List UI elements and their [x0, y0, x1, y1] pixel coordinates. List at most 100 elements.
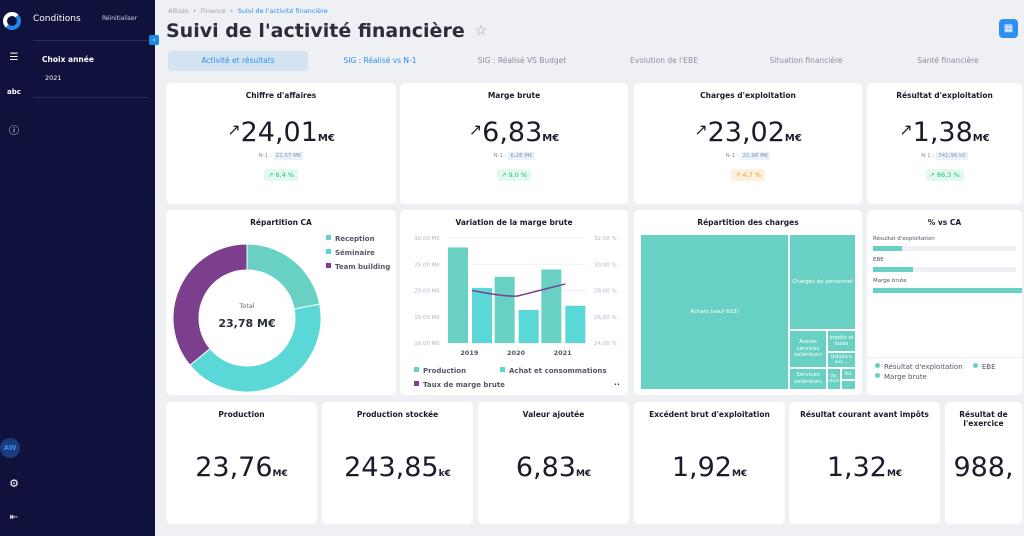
gear-icon[interactable]: ⚙: [9, 477, 19, 490]
tab-sante[interactable]: Santé financière: [917, 56, 979, 65]
year-filter-value[interactable]: 2021: [45, 74, 62, 82]
kpi-title: Chiffre d'affaires: [245, 91, 317, 100]
tab-sig-budget[interactable]: SIG : Réalisé VS Budget: [477, 56, 567, 65]
line-taux-marge[interactable]: [471, 283, 566, 297]
legend-achat[interactable]: Achat et consommations: [500, 367, 607, 375]
filter-icon[interactable]: ☰: [9, 52, 19, 63]
pct-bar-track: [873, 246, 1016, 251]
pct-bar-label: Résultat d'exploitation: [873, 236, 935, 242]
donut-chart: [172, 243, 322, 393]
bar-achat[interactable]: [472, 287, 492, 343]
reset-button[interactable]: Réinitialiser: [102, 15, 138, 22]
collapse-panel-button[interactable]: ‹: [149, 35, 159, 45]
y-tick-label: 10,00 M€: [414, 341, 440, 347]
repartition-ca-card: Répartition CA Total 23,78 M€ Reception S…: [166, 210, 396, 395]
y-tick-label: 15,00 M€: [414, 315, 440, 321]
breadcrumb-current: Suivi de l'activité financière: [237, 7, 328, 15]
bar-production[interactable]: [541, 269, 562, 344]
kpi-card: Charges d'exploitation ↗23,02M€ N-1 : 21…: [634, 83, 862, 204]
pct-bar-label: Marge brute: [873, 278, 907, 284]
y2-tick-label: 26,00 %: [594, 315, 617, 321]
bar-production[interactable]: [448, 247, 468, 343]
kpi-card: Marge brute ↗6,83M€ N-1 : 6,26 M€ ↗ 9,0 …: [400, 83, 628, 204]
app-logo-icon: [3, 12, 21, 30]
kpi-value: ↗6,83M€: [468, 117, 560, 148]
pct-bar[interactable]: [873, 267, 914, 272]
treemap-cell[interactable]: Charges de personnel: [789, 234, 856, 330]
tab-ebe[interactable]: Evolution de l'EBE: [630, 56, 698, 65]
bar-production[interactable]: [494, 276, 515, 343]
breadcrumb-item[interactable]: Allizés: [168, 7, 189, 15]
kpi-title: Marge brute: [487, 91, 541, 100]
avatar[interactable]: AW: [0, 438, 20, 458]
divider: [33, 40, 148, 41]
info-icon[interactable]: ⓘ: [9, 126, 19, 137]
y2-tick-label: 24,00 %: [594, 341, 617, 347]
abc-icon[interactable]: abc: [7, 88, 21, 96]
treemap-cell[interactable]: Autres services extérieurs: [789, 330, 827, 368]
divider: [867, 357, 1022, 358]
divider: [33, 97, 148, 98]
tab-activite[interactable]: Activité et résultats: [168, 51, 308, 71]
indicator-card: Excédent brut d'exploitation 1,92M€: [634, 402, 785, 524]
tab-sig-n1[interactable]: SIG : Réalisé vs N-1: [343, 56, 417, 65]
donut-slice-team-building[interactable]: [172, 243, 248, 366]
treemap-cell[interactable]: Var. stock: [827, 368, 841, 390]
indicator-value: 23,76M€: [195, 452, 288, 483]
card-title: Variation de la marge brute: [455, 218, 573, 227]
kpi-card: Résultat d'exploitation ↗1,38M€ N-1 : 74…: [867, 83, 1022, 204]
pie-legend-item[interactable]: Team building: [326, 263, 390, 271]
breadcrumb: Allizés • Finance • Suivi de l'activité …: [168, 7, 328, 15]
trend-up-icon: ↗: [468, 120, 483, 139]
year-filter-label: Choix année: [42, 55, 94, 64]
logout-icon[interactable]: ⇤: [9, 512, 19, 523]
favorite-star-icon[interactable]: ☆: [474, 23, 488, 39]
x-tick-label: 2021: [554, 349, 573, 357]
bar-achat[interactable]: [565, 305, 586, 343]
legend-marge[interactable]: Marge brute: [875, 372, 927, 382]
indicator-title: Excédent brut d'exploitation: [649, 410, 770, 419]
tab-bar: Activité et résultats SIG : Réalisé vs N…: [168, 51, 1020, 71]
bar-achat[interactable]: [518, 309, 539, 343]
treemap-cell[interactable]: Achats (sauf 603): [640, 234, 789, 390]
trend-up-icon: ↗: [899, 120, 913, 139]
grid-view-button[interactable]: ▦: [999, 19, 1018, 38]
pie-legend-item[interactable]: Séminaire: [326, 249, 375, 257]
pct-bar[interactable]: [873, 246, 902, 251]
y2-tick-label: 30,00 %: [594, 262, 617, 268]
donut-slice-reception[interactable]: [246, 243, 321, 310]
legend-production[interactable]: Production: [414, 367, 466, 375]
treemap-cell[interactable]: Aut.: [841, 368, 856, 380]
kpi-value: ↗23,02M€: [694, 117, 802, 148]
kpi-previous: N-1 : 6,26 M€: [493, 152, 535, 160]
legend-more[interactable]: ••: [614, 382, 620, 388]
legend-ebe[interactable]: EBE: [972, 362, 996, 372]
treemap-cell[interactable]: ...: [841, 380, 856, 390]
legend-taux[interactable]: Taux de marge brute: [414, 381, 505, 389]
kpi-value: ↗1,38M€: [899, 117, 990, 148]
pct-bar[interactable]: [873, 288, 1022, 293]
kpi-previous: N-1 : 21,98 M€: [725, 152, 771, 160]
donut-slice-séminaire[interactable]: [189, 303, 322, 393]
treemap-cell[interactable]: Services extérieurs: [789, 368, 827, 390]
tab-situation[interactable]: Situation financière: [769, 56, 843, 65]
treemap-cell[interactable]: Dotations aux ...: [827, 352, 856, 368]
y-tick-label: 30,00 M€: [414, 236, 440, 242]
pct-bar-track: [873, 267, 1016, 272]
indicator-card: Valeur ajoutée 6,83M€: [478, 402, 629, 524]
indicator-card: Production stockée 243,85k€: [322, 402, 473, 524]
breadcrumb-item[interactable]: Finance: [200, 7, 226, 15]
pie-legend-item[interactable]: Reception: [326, 235, 375, 243]
trend-up-icon: ↗: [694, 120, 708, 139]
treemap-cell[interactable]: Impôts et taxes: [827, 330, 856, 352]
icon-rail: ☰ abc ⓘ AW ⚙ ⇤: [0, 0, 28, 536]
x-tick-label: 2019: [460, 349, 479, 357]
pct-bar-label: EBE: [873, 257, 884, 263]
indicator-value: 6,83M€: [515, 452, 592, 483]
card-title: Répartition des charges: [697, 218, 799, 227]
indicator-title: Production stockée: [356, 410, 439, 419]
page-title: Suivi de l'activité financière: [166, 20, 465, 42]
legend-resultat[interactable]: Résultat d'exploitation: [875, 362, 963, 372]
y-tick-label: 25,00 M€: [414, 262, 440, 268]
kpi-delta-badge: ↗ 6,4 %: [263, 169, 299, 181]
